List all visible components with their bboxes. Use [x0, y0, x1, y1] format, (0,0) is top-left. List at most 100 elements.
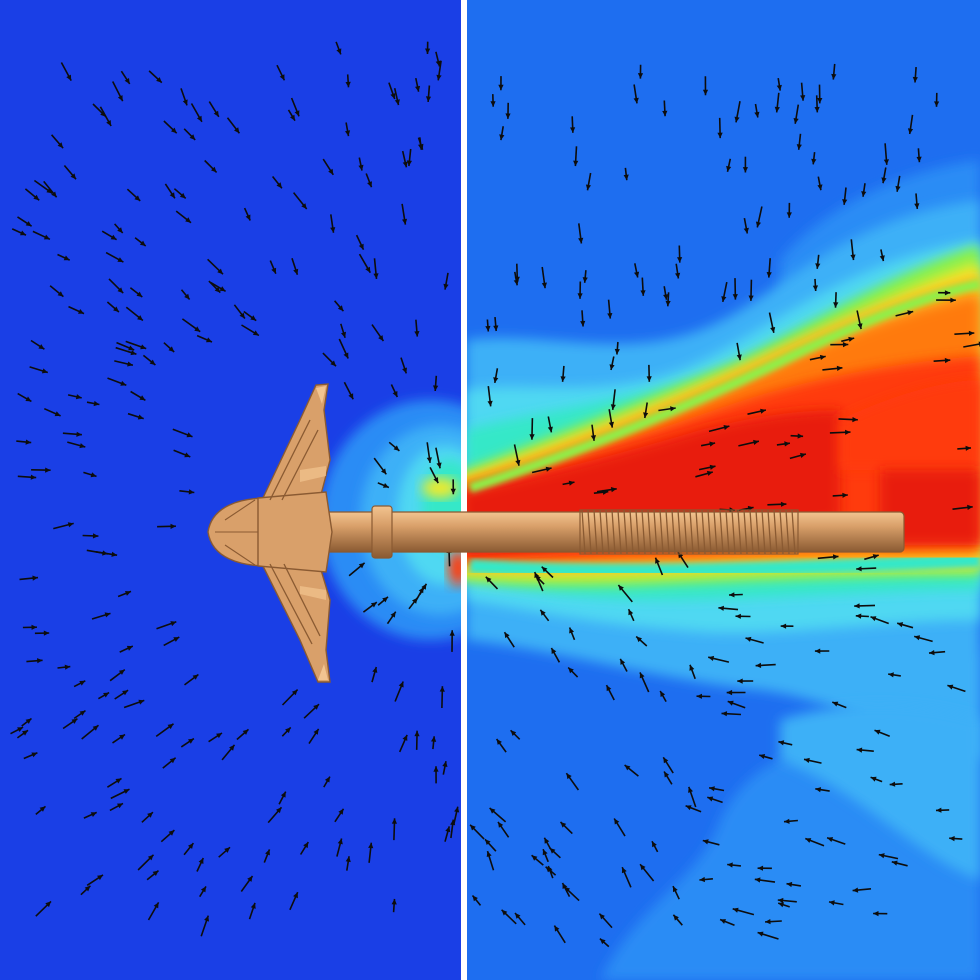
drill-rod [311, 505, 905, 559]
velocity-arrow [617, 584, 633, 603]
velocity-arrow [916, 148, 922, 163]
velocity-arrow [689, 664, 696, 680]
velocity-arrow [163, 636, 180, 647]
velocity-arrow [436, 60, 442, 81]
velocity-arrow [777, 897, 797, 904]
velocity-arrow [155, 723, 174, 738]
velocity-arrow [81, 724, 100, 740]
velocity-arrow [111, 81, 124, 102]
velocity-arrow [599, 938, 610, 948]
velocity-arrow [233, 304, 246, 319]
velocity-arrow [513, 444, 521, 466]
velocity-arrow [580, 310, 586, 327]
velocity-arrow [514, 912, 526, 926]
velocity-arrow [415, 77, 421, 92]
velocity-arrow [160, 829, 175, 843]
velocity-arrow [573, 146, 579, 167]
velocity-arrow [815, 787, 830, 793]
velocity-arrow [348, 562, 366, 577]
velocity-arrow [879, 249, 885, 262]
velocity-arrow [196, 334, 213, 343]
velocity-arrow [947, 684, 966, 693]
velocity-arrow [560, 365, 566, 382]
velocity-arrow [50, 134, 64, 149]
velocity-arrow [435, 447, 442, 469]
velocity-arrow [870, 616, 889, 625]
velocity-arrow [608, 409, 614, 428]
velocity-arrow [323, 776, 331, 788]
velocity-arrow [796, 133, 802, 150]
velocity-arrow [499, 126, 505, 141]
velocity-arrow [148, 70, 163, 84]
velocity-arrow [208, 101, 220, 118]
velocity-arrow [493, 368, 499, 384]
velocity-arrow [870, 776, 883, 783]
velocity-arrow [485, 319, 491, 332]
velocity-arrow [62, 718, 78, 730]
velocity-arrow [426, 442, 432, 464]
velocity-arrow [662, 756, 674, 774]
velocity-arrow [514, 263, 520, 283]
velocity-arrow [768, 312, 776, 333]
velocity-arrow [156, 621, 177, 630]
velocity-arrow [408, 597, 419, 610]
velocity-arrow [180, 88, 188, 106]
velocity-arrow [425, 85, 432, 102]
velocity-arrow [336, 838, 343, 857]
velocity-arrow [688, 786, 697, 808]
velocity-arrow [933, 357, 951, 364]
rod-thread-section [579, 509, 799, 555]
velocity-arrow [805, 837, 825, 847]
velocity-arrow [345, 122, 351, 137]
velocity-arrow [607, 299, 613, 319]
velocity-arrow [721, 281, 728, 303]
velocity-arrow [737, 678, 754, 684]
velocity-arrow [388, 441, 400, 452]
velocity-arrow [529, 418, 535, 440]
velocity-arrow [33, 179, 53, 194]
velocity-arrow [695, 470, 714, 478]
velocity-arrow [299, 841, 309, 855]
velocity-arrow [16, 729, 29, 739]
velocity-arrow [218, 846, 231, 858]
velocity-arrow [766, 258, 772, 278]
velocity-arrow [49, 285, 64, 298]
velocity-arrow [175, 210, 192, 224]
velocity-arrow [828, 900, 844, 906]
velocity-arrow [505, 102, 511, 119]
velocity-arrow [263, 849, 271, 863]
velocity-arrow [778, 740, 793, 746]
velocity-arrow [157, 523, 176, 529]
velocity-arrow [63, 164, 77, 180]
velocity-arrow [57, 664, 71, 670]
velocity-arrow [633, 84, 639, 104]
velocity-arrow [786, 881, 802, 888]
velocity-arrow [490, 94, 496, 107]
velocity-arrow [183, 842, 195, 856]
velocity-arrow [31, 467, 51, 473]
velocity-arrow [358, 253, 371, 274]
velocity-arrow [646, 364, 652, 382]
velocity-arrow [377, 482, 390, 489]
velocity-arrow [83, 471, 97, 478]
velocity-arrow [24, 188, 40, 201]
velocity-arrow [146, 869, 159, 881]
velocity-arrow [856, 566, 877, 572]
velocity-arrow [852, 887, 872, 893]
velocity-arrow [43, 407, 61, 417]
velocity-arrow [659, 690, 667, 702]
velocity-arrow [822, 365, 843, 371]
velocity-arrow [115, 346, 137, 356]
velocity-arrow [639, 863, 655, 882]
velocity-arrow [531, 854, 544, 866]
velocity-arrow [708, 786, 725, 792]
velocity-arrow [742, 156, 748, 173]
velocity-arrow [401, 150, 408, 168]
velocity-arrow [717, 117, 723, 139]
velocity-arrow [196, 857, 205, 872]
velocity-arrow [114, 689, 129, 700]
velocity-arrow [322, 158, 334, 176]
velocity-arrow [888, 672, 901, 678]
velocity-arrow [745, 636, 764, 644]
